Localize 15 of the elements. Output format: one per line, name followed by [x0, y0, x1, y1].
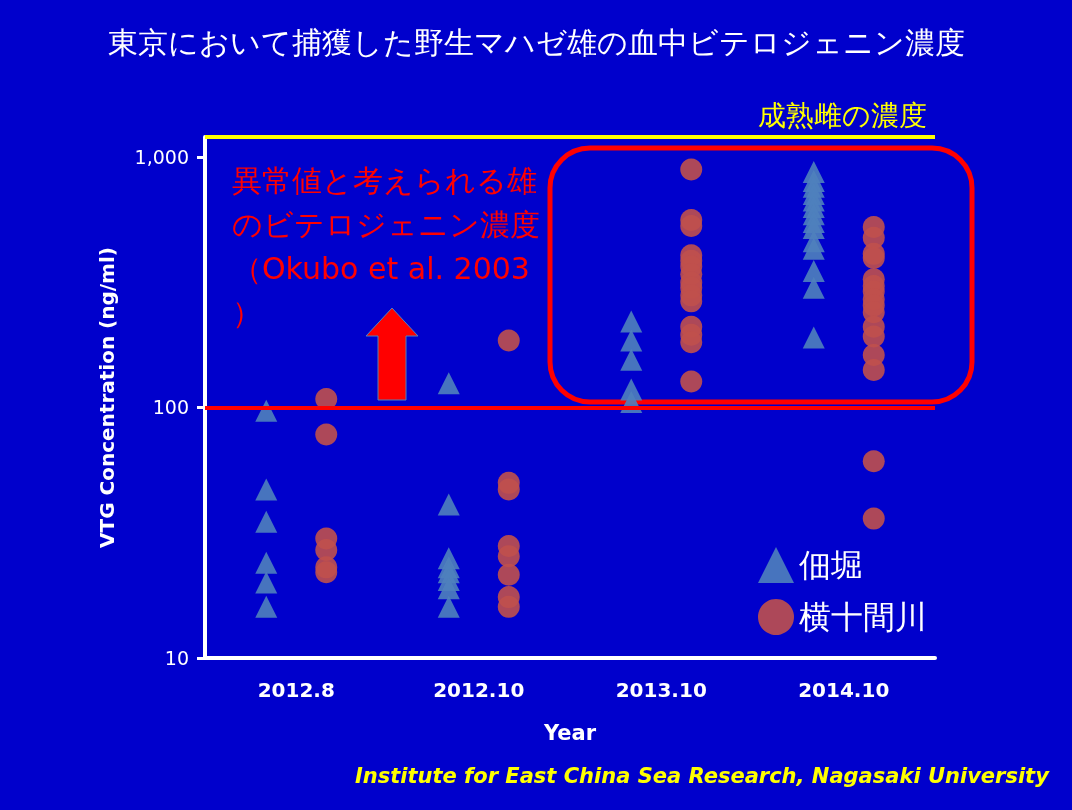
x-tick-label: 2013.10: [615, 678, 707, 702]
x-tick-label: 2012.8: [257, 678, 335, 702]
x-axis-title: Year: [542, 720, 597, 745]
annotation: 異常値と考えられる雄のビテロジェニン濃度（Okubo et al. 2003）: [232, 162, 540, 330]
legend-label: 佃堀: [799, 546, 863, 584]
y-tick-label: 1,000: [134, 145, 189, 168]
text: Institute for East China Sea Research, Nagasaki University: [355, 763, 1051, 788]
ref-line-label: 成熟雌の濃度: [758, 98, 927, 132]
y-tick-label: 10: [164, 647, 189, 669]
y-axis-title: VTG Concentration (ng/ml): [95, 247, 119, 548]
y-tick-label: 100: [152, 396, 189, 419]
legend-label: 横十間川: [799, 598, 927, 636]
x-tick-label: 2012.10: [433, 678, 525, 702]
x-tick-label: 2014.10: [798, 678, 890, 702]
chart-title: 東京において捕獲した野生マハゼ雄の血中ビテロジェニン濃度: [107, 24, 965, 60]
